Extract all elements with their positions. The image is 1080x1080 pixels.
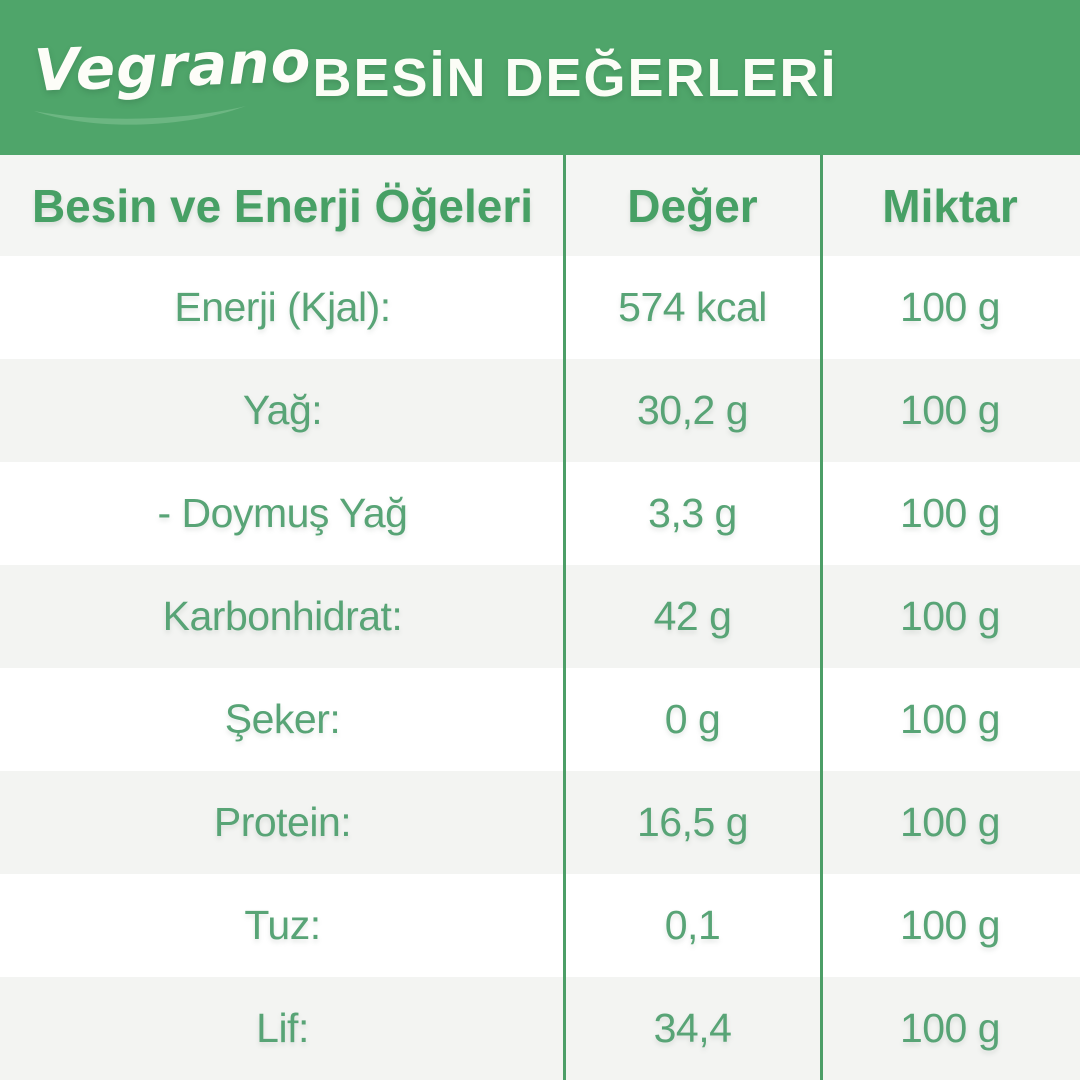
- brand-logo: Vegrano: [33, 27, 312, 138]
- row-amount: 100 g: [899, 284, 1001, 330]
- row-amount: 100 g: [899, 387, 1001, 433]
- logo-swoosh-icon: [34, 106, 246, 125]
- table-row-saturated-fat: - Doymuş Yağ 3,3 g 100 g: [0, 462, 1080, 565]
- column-header-value: Değer: [627, 179, 758, 232]
- row-amount: 100 g: [899, 696, 1001, 742]
- nutrition-table: Besin ve Enerji Öğeleri Değer Miktar Ene…: [0, 155, 1080, 1080]
- table-row-fiber: Lif: 34,4 100 g: [0, 977, 1080, 1080]
- row-amount: 100 g: [899, 593, 1001, 639]
- row-amount: 100 g: [899, 799, 1001, 845]
- row-amount: 100 g: [899, 1005, 1001, 1051]
- table-header-row: Besin ve Enerji Öğeleri Değer Miktar: [0, 155, 1080, 256]
- column-divider-right: [820, 155, 823, 1080]
- row-label: - Doymuş Yağ: [157, 490, 408, 536]
- row-label: Yağ:: [242, 387, 323, 433]
- row-value: 16,5 g: [637, 799, 749, 845]
- page-title: BESİN DEĞERLERİ: [312, 47, 838, 108]
- brand-logo-text: Vegrano: [32, 27, 313, 105]
- table-row-fat: Yağ: 30,2 g 100 g: [0, 359, 1080, 462]
- table-row-sugar: Şeker: 0 g 100 g: [0, 668, 1080, 771]
- row-label: Şeker:: [224, 696, 341, 742]
- row-value: 34,4: [653, 1005, 732, 1051]
- banner: Vegrano BESİN DEĞERLERİ: [0, 0, 1080, 155]
- row-value: 574 kcal: [618, 284, 767, 330]
- row-value: 0,1: [664, 902, 721, 948]
- row-label: Lif:: [256, 1005, 309, 1051]
- row-label: Tuz:: [244, 902, 321, 948]
- row-amount: 100 g: [899, 490, 1001, 536]
- column-divider-left: [563, 155, 566, 1080]
- row-value: 3,3 g: [648, 490, 737, 536]
- row-value: 0 g: [664, 696, 721, 742]
- row-label: Enerji (Kjal):: [174, 284, 391, 330]
- table-row-protein: Protein: 16,5 g 100 g: [0, 771, 1080, 874]
- table-row-carbohydrate: Karbonhidrat: 42 g 100 g: [0, 565, 1080, 668]
- row-value: 30,2 g: [637, 387, 749, 433]
- row-amount: 100 g: [899, 902, 1001, 948]
- row-label: Karbonhidrat:: [162, 593, 403, 639]
- row-value: 42 g: [653, 593, 732, 639]
- row-label: Protein:: [213, 799, 352, 845]
- column-header-amount: Miktar: [882, 179, 1018, 232]
- table-row-energy: Enerji (Kjal): 574 kcal 100 g: [0, 256, 1080, 359]
- column-header-nutrients: Besin ve Enerji Öğeleri: [31, 179, 534, 232]
- table-row-salt: Tuz: 0,1 100 g: [0, 874, 1080, 977]
